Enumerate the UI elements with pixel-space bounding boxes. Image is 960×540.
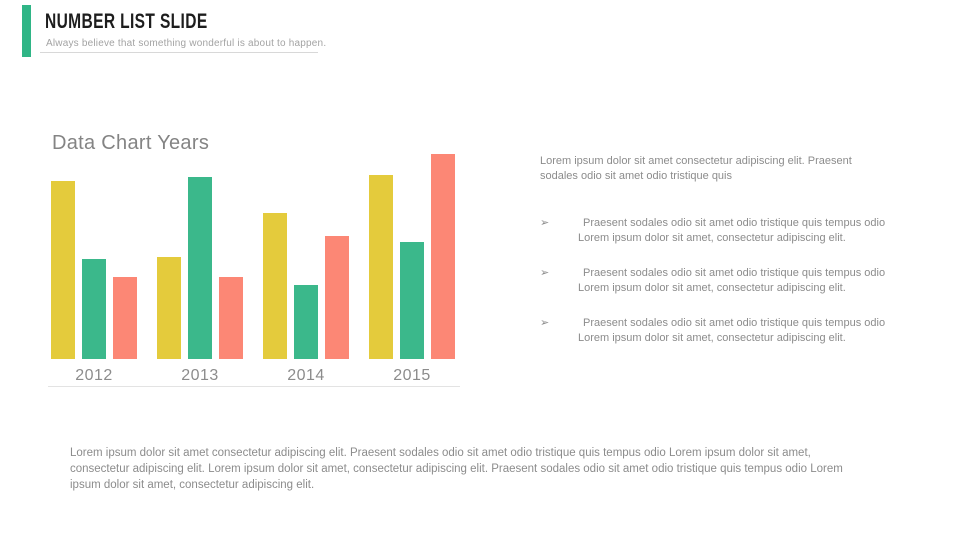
category-label-2014: 2014 bbox=[287, 367, 325, 384]
bullet-item: ➢ Praesent sodales odio sit amet odio tri… bbox=[540, 316, 890, 345]
page-title: NUMBER LIST SLIDE bbox=[45, 10, 208, 33]
chart-group-2012: 2012 bbox=[51, 154, 137, 385]
chart-title: Data Chart Years bbox=[52, 132, 210, 154]
bullet-text: Praesent sodales odio sit amet odio tris… bbox=[578, 267, 886, 294]
category-label-2013: 2013 bbox=[181, 367, 219, 384]
chart-group-2015: 2015 bbox=[369, 154, 455, 385]
bullet-list: ➢ Praesent sodales odio sit amet odio tri… bbox=[540, 216, 890, 366]
bar-yellow-2012 bbox=[51, 180, 75, 359]
arrow-bullet-icon: ➢ bbox=[540, 217, 550, 229]
chart-baseline bbox=[48, 386, 460, 387]
chart-bars bbox=[263, 154, 349, 359]
chart-group-2013: 2013 bbox=[157, 154, 243, 385]
category-label-2012: 2012 bbox=[75, 367, 113, 384]
bar-salmon-2012 bbox=[113, 277, 137, 359]
chart-bars bbox=[369, 154, 455, 359]
bar-yellow-2014 bbox=[263, 213, 287, 359]
bar-salmon-2014 bbox=[325, 236, 349, 359]
bullet-item: ➢ Praesent sodales odio sit amet odio tri… bbox=[540, 216, 890, 245]
bullet-text: Praesent sodales odio sit amet odio tris… bbox=[578, 217, 886, 244]
chart-bars bbox=[51, 154, 137, 359]
bar-yellow-2013 bbox=[157, 256, 181, 359]
footer-paragraph: Lorem ipsum dolor sit amet consectetur a… bbox=[70, 447, 843, 491]
bar-green-2014 bbox=[294, 285, 318, 359]
intro-paragraph: Lorem ipsum dolor sit amet consectetur a… bbox=[540, 155, 852, 182]
chart-bars bbox=[157, 154, 243, 359]
bar-yellow-2015 bbox=[369, 174, 393, 359]
category-label-2015: 2015 bbox=[393, 367, 431, 384]
arrow-bullet-icon: ➢ bbox=[540, 267, 550, 279]
arrow-bullet-icon: ➢ bbox=[540, 317, 550, 329]
bar-salmon-2013 bbox=[219, 277, 243, 359]
page-subtitle: Always believe that something wonderful … bbox=[46, 38, 327, 49]
chart-group-2014: 2014 bbox=[263, 154, 349, 385]
bar-salmon-2015 bbox=[431, 154, 455, 359]
bar-chart: 2012 2013 2014 2015 bbox=[51, 154, 455, 385]
bullet-text: Praesent sodales odio sit amet odio tris… bbox=[578, 317, 886, 344]
header-divider bbox=[40, 52, 318, 53]
bar-green-2012 bbox=[82, 258, 106, 359]
bar-green-2015 bbox=[400, 242, 424, 359]
bar-green-2013 bbox=[188, 176, 212, 359]
header-accent-bar bbox=[22, 5, 31, 57]
bullet-item: ➢ Praesent sodales odio sit amet odio tri… bbox=[540, 266, 890, 295]
